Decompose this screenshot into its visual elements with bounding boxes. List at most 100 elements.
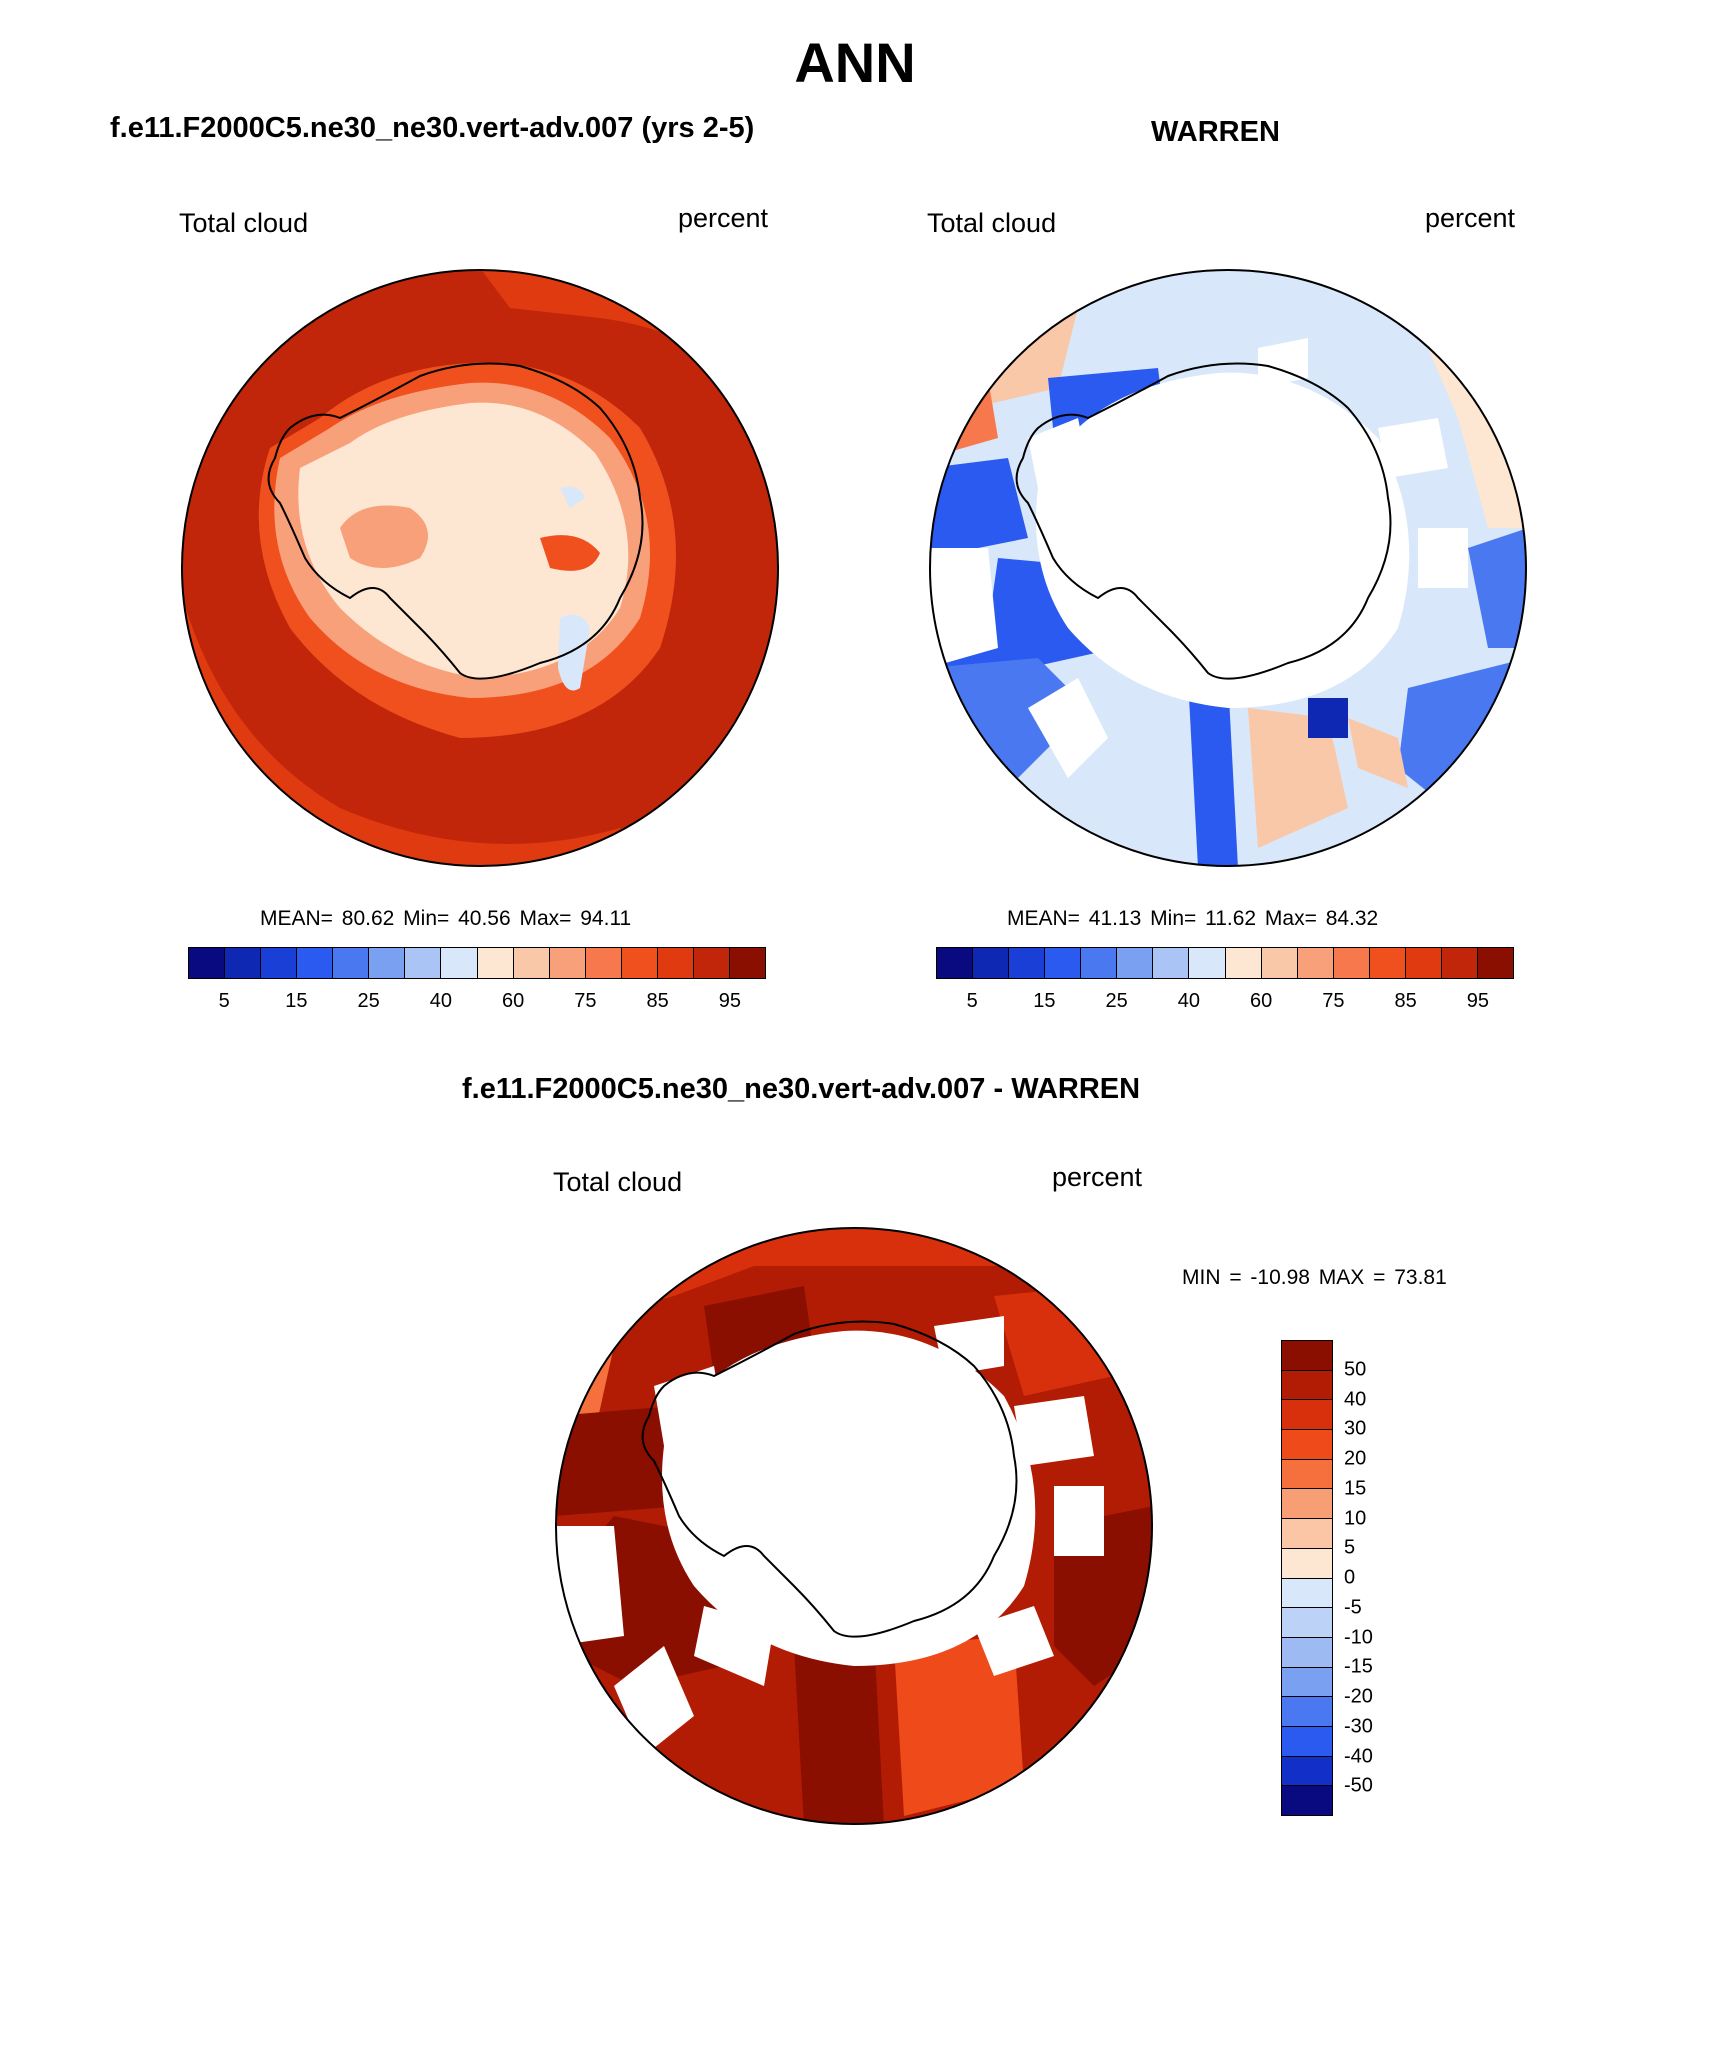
panel-2-title: WARREN [1151,116,1280,148]
colorbar-tick-label: -50 [1344,1774,1373,1797]
colorbar-swatch [1189,948,1226,978]
colorbar-swatch [513,948,550,978]
colorbar-swatch [1282,1459,1332,1490]
colorbar-tick-label: -30 [1344,1715,1373,1738]
panel-2-polar-map [929,269,1527,867]
panel-2-colorbar [936,947,1514,979]
colorbar-swatch [1009,948,1046,978]
colorbar-swatch [621,948,658,978]
colorbar-tick-label: 20 [1344,1447,1367,1470]
colorbar-swatch [261,948,298,978]
colorbar-swatch [1225,948,1262,978]
colorbar-tick-label: 85 [1394,990,1417,1012]
colorbar-swatch [1282,1578,1332,1609]
colorbar-swatch [1282,1697,1332,1727]
panel-1-colorbar [188,947,766,979]
colorbar-swatch [1261,948,1298,978]
colorbar-swatch [1153,948,1190,978]
colorbar-swatch [1282,1341,1332,1371]
colorbar-swatch [1405,948,1442,978]
panel-2-units-label: percent [1425,203,1516,233]
colorbar-swatch [1282,1726,1332,1757]
colorbar-swatch [1282,1400,1332,1431]
colorbar-tick-label: 10 [1344,1507,1367,1529]
figure-title: ANN [794,31,916,94]
colorbar-swatch [369,948,406,978]
colorbar-swatch [1282,1430,1332,1460]
colorbar-tick-label: 95 [1466,990,1489,1012]
panel-1-colorbar-ticks: 5 15 25 40 60 75 85 95 [188,990,766,1016]
panel-3-colorbar [1281,1340,1333,1816]
colorbar-tick-label: -10 [1344,1626,1373,1648]
panel-2-colorbar-ticks: 5 15 25 40 60 75 85 95 [936,990,1514,1016]
colorbar-swatch [693,948,730,978]
colorbar-swatch [1297,948,1334,978]
colorbar-swatch [549,948,586,978]
colorbar-tick-label: 40 [1177,990,1200,1012]
panel-1-stats: MEAN= 80.62 Min= 40.56 Max= 94.11 [260,907,632,930]
panel-2-variable-label: Total cloud [927,208,1057,238]
colorbar-swatch [657,948,694,978]
colorbar-swatch [1081,948,1118,978]
colorbar-tick-label: 40 [429,990,452,1012]
colorbar-tick-label: 60 [1250,990,1273,1012]
colorbar-tick-label: -40 [1344,1745,1373,1767]
colorbar-swatch [297,948,334,978]
colorbar-tick-label: 75 [574,990,597,1012]
panel-2-stats: MEAN= 41.13 Min= 11.62 Max= 84.32 [1007,907,1379,930]
colorbar-tick-label: 50 [1344,1358,1367,1381]
colorbar-swatch [585,948,622,978]
colorbar-tick-label: 5 [1344,1536,1356,1559]
panel-3-colorbar-ticks: 50 40 30 20 15 10 5 0 -5 -10 -15 -20 -30 -40 -50 [1344,1340,1424,1816]
colorbar-swatch [1282,1608,1332,1638]
colorbar-swatch [1441,948,1478,978]
colorbar-swatch [189,948,226,978]
colorbar-swatch [333,948,370,978]
colorbar-swatch [405,948,442,978]
colorbar-swatch [1117,948,1154,978]
panel-1-units-label: percent [678,203,769,233]
colorbar-swatch [477,948,514,978]
colorbar-tick-label: 15 [1344,1477,1367,1500]
colorbar-swatch [1282,1637,1332,1668]
panel-3-units-label: percent [1052,1162,1143,1192]
colorbar-swatch [1282,1786,1332,1815]
colorbar-swatch [1369,948,1406,978]
colorbar-tick-label: 30 [1344,1417,1367,1440]
colorbar-tick-label: -5 [1344,1596,1362,1619]
panel-3-stats: MIN = -10.98 MAX = 73.81 [1182,1266,1447,1289]
colorbar-tick-label: -15 [1344,1655,1373,1678]
colorbar-swatch [1045,948,1082,978]
colorbar-tick-label: 15 [1033,990,1056,1012]
colorbar-tick-label: 25 [357,990,380,1012]
colorbar-swatch [1333,948,1370,978]
colorbar-tick-label: 5 [966,990,978,1012]
colorbar-tick-label: 95 [718,990,741,1012]
colorbar-swatch [1282,1667,1332,1698]
colorbar-tick-label: 85 [646,990,669,1012]
panel-1-variable-label: Total cloud [179,208,309,238]
colorbar-tick-label: 5 [218,990,230,1012]
colorbar-swatch [1282,1756,1332,1787]
panel-1-polar-map [181,269,779,867]
colorbar-swatch [1282,1370,1332,1401]
colorbar-tick-label: 60 [502,990,525,1012]
panel-1-title: f.e11.F2000C5.ne30_ne30.vert-adv.007 (yr… [110,112,755,144]
colorbar-tick-label: 25 [1105,990,1128,1012]
colorbar-swatch [225,948,262,978]
colorbar-swatch [1477,948,1513,978]
colorbar-tick-label: 0 [1344,1566,1356,1589]
colorbar-tick-label: -20 [1344,1685,1373,1708]
colorbar-tick-label: 75 [1322,990,1345,1012]
colorbar-swatch [1282,1548,1332,1579]
panel-3-polar-map [555,1227,1153,1825]
colorbar-tick-label: 15 [285,990,308,1012]
panel-3-variable-label: Total cloud [553,1167,683,1197]
panel-3-title: f.e11.F2000C5.ne30_ne30.vert-adv.007 - W… [462,1073,1141,1105]
colorbar-swatch [937,948,974,978]
colorbar-swatch [729,948,765,978]
colorbar-swatch [441,948,478,978]
colorbar-swatch [973,948,1010,978]
colorbar-tick-label: 40 [1344,1388,1367,1410]
colorbar-swatch [1282,1489,1332,1520]
